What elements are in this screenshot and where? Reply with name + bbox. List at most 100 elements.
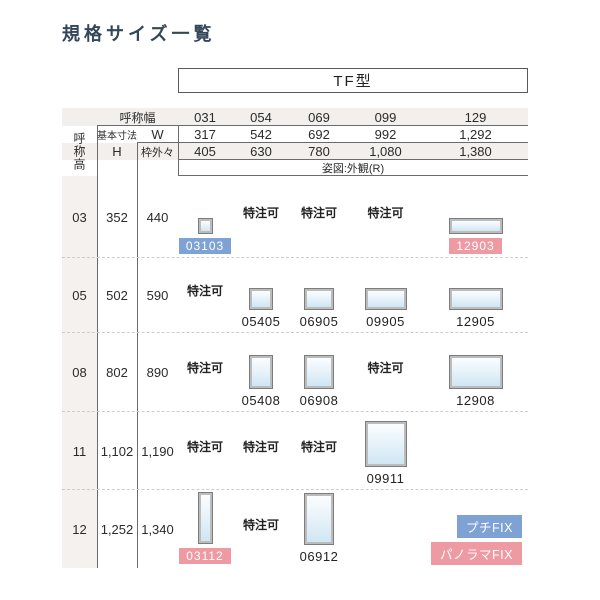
size-cell: 03112 bbox=[178, 490, 232, 568]
nominal-width-label: 呼称幅 bbox=[119, 110, 156, 125]
column-header: 129 bbox=[464, 109, 487, 125]
custom-order-cell: 特注可 bbox=[186, 361, 223, 375]
column-frame-value: 1,080 bbox=[369, 144, 402, 159]
column-w-value: 542 bbox=[250, 127, 272, 142]
size-code-label: 06912 bbox=[299, 549, 339, 564]
row-code: 08 bbox=[72, 365, 87, 380]
custom-order-cell: 特注可 bbox=[242, 517, 279, 532]
window-icon bbox=[449, 289, 502, 309]
divider bbox=[137, 142, 528, 143]
size-cell: 09911 bbox=[348, 412, 423, 490]
column-w-value: 1,292 bbox=[459, 127, 492, 142]
row-code: 11 bbox=[72, 443, 87, 459]
nominal-height-label: 呼称高 bbox=[72, 131, 86, 171]
window-icon bbox=[449, 356, 502, 388]
size-cell: 06905 bbox=[290, 258, 348, 333]
size-cell: 12905 bbox=[423, 258, 528, 333]
size-table: 呼称幅 呼称高 基本寸法 W H 枠外々 姿図:外観(R) 031 317 405 0… bbox=[62, 108, 528, 568]
row-divider bbox=[62, 411, 528, 412]
column-frame-value: 1,380 bbox=[459, 144, 492, 159]
size-cell: 03103 bbox=[178, 176, 232, 258]
window-icon bbox=[250, 356, 272, 388]
row-h-value: 502 bbox=[106, 288, 128, 303]
custom-order-cell: 特注可 bbox=[300, 205, 337, 220]
header-band bbox=[62, 108, 528, 126]
window-icon bbox=[365, 289, 406, 309]
size-cell: 09905 bbox=[348, 258, 423, 333]
w-label: W bbox=[151, 127, 164, 142]
page-title: 規格サイズ一覧 bbox=[62, 24, 216, 44]
size-code-label: 09905 bbox=[366, 314, 405, 329]
type-header-box: TF型 bbox=[178, 68, 528, 93]
custom-order-cell: 特注可 bbox=[186, 439, 223, 454]
size-code-label: 12905 bbox=[456, 314, 495, 329]
size-cell: 12908 bbox=[423, 333, 528, 412]
size-cell: 06908 bbox=[290, 333, 348, 412]
size-code-label: 12908 bbox=[456, 393, 495, 408]
custom-order-cell: 特注可 bbox=[186, 284, 223, 298]
size-code-badge: 03103 bbox=[178, 238, 232, 254]
divider bbox=[178, 175, 528, 176]
row-frame-value: 1,190 bbox=[141, 443, 174, 459]
custom-order-cell: 特注可 bbox=[242, 439, 279, 454]
legend: プチFIX パノラマFIX bbox=[423, 490, 528, 568]
row-code: 12 bbox=[72, 521, 87, 537]
size-cell: 05408 bbox=[232, 333, 290, 412]
window-icon bbox=[250, 289, 272, 309]
size-cell: 06912 bbox=[290, 490, 348, 568]
window-icon bbox=[305, 356, 333, 388]
size-code-badge: 12903 bbox=[449, 238, 502, 254]
window-icon bbox=[198, 219, 212, 233]
window-icon bbox=[365, 422, 406, 466]
row-header-strip bbox=[62, 176, 97, 568]
row-divider bbox=[62, 257, 528, 258]
row-h-value: 802 bbox=[106, 365, 128, 380]
type-header-label: TF型 bbox=[333, 73, 373, 90]
size-code-label: 05405 bbox=[241, 314, 281, 329]
row-frame-value: 590 bbox=[146, 288, 169, 303]
size-code-badge: 03112 bbox=[179, 548, 231, 564]
column-w-value: 992 bbox=[374, 127, 397, 142]
window-icon bbox=[305, 494, 333, 544]
divider bbox=[97, 125, 98, 568]
size-code-label: 06908 bbox=[299, 393, 339, 408]
row-code: 05 bbox=[72, 288, 87, 303]
legend-badge: パノラマFIX bbox=[431, 542, 522, 565]
divider bbox=[97, 125, 528, 126]
window-icon bbox=[449, 219, 502, 233]
size-cell: 05405 bbox=[232, 258, 290, 333]
divider bbox=[178, 159, 528, 160]
size-code-label: 09911 bbox=[366, 471, 405, 486]
row-h-value: 352 bbox=[106, 209, 128, 225]
column-w-value: 317 bbox=[194, 127, 216, 142]
row-divider bbox=[62, 332, 528, 333]
legend-badge: プチFIX bbox=[457, 515, 522, 538]
size-code-label: 05408 bbox=[241, 393, 281, 408]
row-code: 03 bbox=[72, 209, 87, 225]
column-frame-value: 405 bbox=[194, 144, 216, 159]
row-h-value: 1,102 bbox=[100, 443, 134, 459]
row-frame-value: 1,340 bbox=[141, 521, 174, 537]
row-divider bbox=[62, 489, 528, 490]
custom-order-cell: 特注可 bbox=[367, 205, 404, 220]
column-frame-value: 780 bbox=[308, 144, 330, 159]
custom-order-cell: 特注可 bbox=[300, 439, 337, 454]
column-header: 054 bbox=[250, 109, 272, 125]
size-cell: 12903 bbox=[423, 176, 528, 258]
window-icon bbox=[198, 493, 212, 543]
window-icon bbox=[305, 289, 333, 309]
row-h-value: 1,252 bbox=[100, 521, 134, 537]
divider bbox=[137, 142, 138, 568]
column-header: 069 bbox=[308, 109, 330, 125]
divider bbox=[178, 125, 179, 176]
custom-order-cell: 特注可 bbox=[367, 361, 404, 375]
h-label: H bbox=[112, 144, 122, 159]
view-note-label: 姿図:外観(R) bbox=[321, 163, 385, 175]
frame-outside-label: 枠外々 bbox=[141, 146, 174, 159]
column-header: 099 bbox=[374, 109, 397, 125]
basic-dimension-label: 基本寸法 bbox=[97, 131, 137, 142]
size-code-label: 06905 bbox=[299, 314, 339, 329]
column-frame-value: 630 bbox=[250, 144, 272, 159]
column-header: 031 bbox=[194, 109, 216, 125]
